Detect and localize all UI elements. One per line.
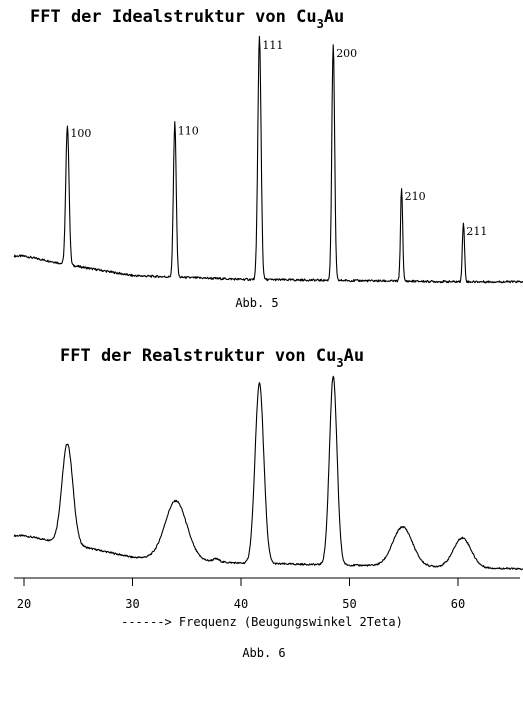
x-axis-ticks: 20 30 40 50 60 bbox=[17, 578, 465, 611]
x-tick-label-30: 30 bbox=[125, 597, 139, 611]
peak-label-110: 110 bbox=[178, 125, 199, 138]
top-series-line bbox=[13, 35, 523, 284]
bottom-plot: 20 30 40 50 60 bbox=[13, 375, 523, 611]
top-peak-labels: 100 110 111 200 210 211 bbox=[70, 39, 487, 238]
top-title-subscript: 3 bbox=[317, 17, 324, 31]
x-tick-label-20: 20 bbox=[17, 597, 31, 611]
bottom-title-subscript: 3 bbox=[336, 356, 343, 370]
x-tick-label-40: 40 bbox=[234, 597, 248, 611]
top-chart-title: FFT der Idealstruktur von Cu3Au bbox=[30, 7, 344, 31]
peak-label-111: 111 bbox=[262, 39, 283, 52]
bottom-title-main: FFT der Realstruktur von Cu bbox=[60, 346, 336, 366]
peak-label-200: 200 bbox=[336, 47, 357, 60]
x-tick-label-60: 60 bbox=[451, 597, 465, 611]
top-plot: 100 110 111 200 210 211 bbox=[13, 35, 523, 284]
top-figure-caption: Abb. 5 bbox=[235, 296, 278, 310]
bottom-title-suffix: Au bbox=[344, 346, 364, 366]
x-tick-label-50: 50 bbox=[342, 597, 356, 611]
bottom-chart-title: FFT der Realstruktur von Cu3Au bbox=[60, 346, 364, 370]
top-title-main: FFT der Idealstruktur von Cu bbox=[30, 7, 317, 27]
peak-label-100: 100 bbox=[70, 127, 91, 140]
bottom-figure-caption: Abb. 6 bbox=[242, 646, 285, 660]
x-axis-label: ------> Frequenz (Beugungswinkel 2Teta) bbox=[121, 615, 403, 629]
bottom-series-line bbox=[13, 375, 523, 571]
peak-label-211: 211 bbox=[466, 225, 487, 238]
peak-label-210: 210 bbox=[405, 190, 426, 203]
top-title-suffix: Au bbox=[324, 7, 344, 27]
